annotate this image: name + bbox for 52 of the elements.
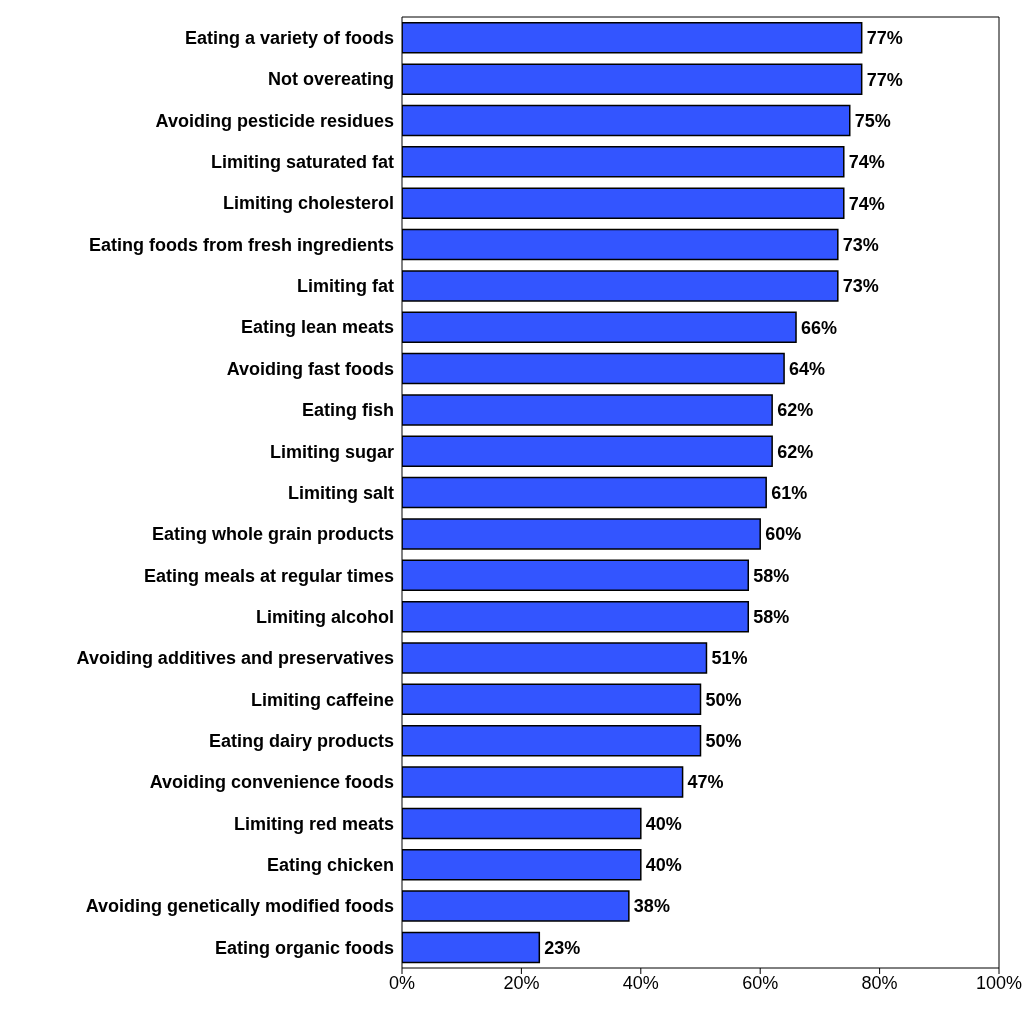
- x-tick-label: 20%: [503, 972, 540, 993]
- y-tick-label: Avoiding pesticide residues: [155, 110, 394, 131]
- y-tick-label: Limiting saturated fat: [210, 152, 394, 173]
- data-label: 73%: [842, 234, 879, 255]
- y-tick-label: Limiting salt: [287, 482, 394, 503]
- y-tick-label: Eating foods from fresh ingredients: [88, 234, 394, 255]
- data-label: 58%: [753, 565, 790, 586]
- data-label: 62%: [777, 400, 814, 421]
- data-label: 61%: [771, 483, 808, 503]
- data-label: 50%: [705, 689, 742, 710]
- y-tick-label: Avoiding fast foods: [226, 358, 394, 379]
- y-tick-label: Eating fish: [301, 400, 394, 421]
- data-label: 50%: [705, 731, 742, 752]
- y-tick-label: Limiting alcohol: [256, 606, 394, 627]
- x-tick-label: 40%: [622, 972, 659, 993]
- y-tick-label: Limiting red meats: [233, 813, 394, 834]
- y-tick-label: Limiting fat: [297, 276, 394, 297]
- data-label: 23%: [544, 937, 581, 958]
- data-label: 60%: [765, 524, 802, 545]
- data-label: 51%: [711, 648, 748, 669]
- y-tick-label: Limiting caffeine: [250, 689, 394, 710]
- y-tick-label: Limiting cholesterol: [222, 193, 394, 214]
- data-label: 75%: [854, 110, 891, 131]
- data-label: 77%: [866, 69, 903, 90]
- data-label: 47%: [687, 772, 724, 793]
- x-tick-label: 80%: [861, 972, 898, 993]
- y-tick-label: Eating dairy products: [208, 730, 394, 751]
- x-tick-label: 0%: [388, 972, 416, 993]
- y-tick-label: Avoiding additives and preservatives: [76, 648, 394, 669]
- data-label: 38%: [633, 896, 670, 917]
- data-label: 40%: [645, 855, 682, 876]
- data-label: 77%: [866, 28, 903, 49]
- y-tick-label: Avoiding genetically modified foods: [85, 896, 394, 917]
- y-tick-label: Eating meals at regular times: [143, 565, 394, 586]
- data-label: 74%: [848, 152, 885, 173]
- data-label: 66%: [801, 317, 838, 338]
- y-tick-label: Not overeating: [267, 69, 394, 90]
- y-tick-label: Eating whole grain products: [151, 524, 394, 545]
- y-tick-label: Eating chicken: [266, 855, 394, 876]
- data-label: 40%: [645, 813, 682, 834]
- data-label: 58%: [753, 607, 790, 628]
- y-tick-label: Eating a variety of foods: [184, 28, 394, 49]
- y-tick-label: Eating organic foods: [214, 937, 394, 958]
- y-tick-label: Avoiding convenience foods: [149, 772, 394, 793]
- y-tick-label: Eating lean meats: [240, 317, 394, 338]
- data-label: 64%: [789, 358, 826, 379]
- data-label: 73%: [842, 276, 879, 297]
- x-tick-label: 100%: [975, 972, 1023, 993]
- x-tick-label: 60%: [742, 972, 779, 993]
- data-label: 62%: [777, 441, 814, 462]
- y-tick-label: Limiting sugar: [269, 441, 394, 462]
- data-label: 74%: [848, 193, 885, 214]
